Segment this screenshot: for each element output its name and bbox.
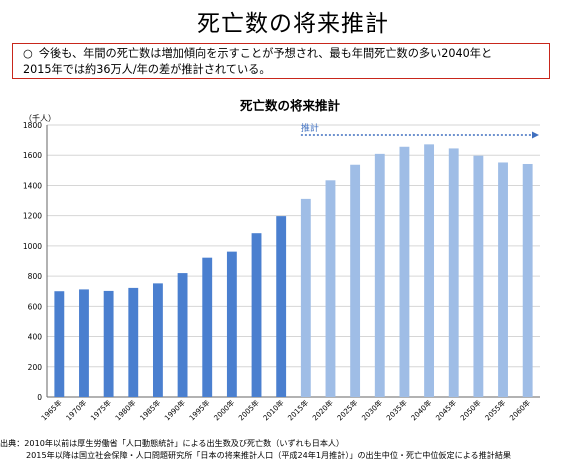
summary-box: ○ 今後も、年間の死亡数は増加傾向を示すことが予想され、最も年間死亡数の多い204… <box>12 43 550 79</box>
x-tick-label: 1985年 <box>138 398 162 422</box>
x-tick-label: 2035年 <box>384 398 408 422</box>
x-tick-label: 2020年 <box>311 398 335 422</box>
x-tick-label: 2055年 <box>483 398 507 422</box>
x-tick-label: 2060年 <box>508 398 532 422</box>
bar-projected <box>350 164 361 397</box>
x-tick-label: 1975年 <box>89 398 113 422</box>
x-tick-label: 2025年 <box>335 398 359 422</box>
bar-actual <box>128 287 139 397</box>
bar-actual <box>79 289 89 397</box>
bar-projected <box>473 155 484 397</box>
x-tick-label: 2040年 <box>409 398 433 422</box>
y-tick-label: 1800 <box>23 121 42 130</box>
bar-projected <box>498 162 508 397</box>
bar-actual <box>226 251 237 397</box>
x-tick-label: 2000年 <box>212 398 236 422</box>
bar-actual <box>276 216 287 397</box>
bar-actual <box>177 273 188 397</box>
x-tick-label: 2045年 <box>434 398 458 422</box>
bar-actual <box>202 257 213 397</box>
bar-actual <box>152 283 163 397</box>
y-tick-label: 400 <box>28 333 43 342</box>
y-tick-label: 600 <box>28 302 43 311</box>
death-projection-chart: 死亡数の将来推計 （千人） 0 200 400 600 800 1000 1200 1400 1… <box>23 98 540 422</box>
bar-projected <box>448 148 459 397</box>
x-tick-label: 1970年 <box>64 398 88 422</box>
bar-projected <box>522 163 533 397</box>
bar-actual <box>103 290 114 397</box>
chart-title: 死亡数の将来推計 <box>239 98 341 113</box>
page-title: 死亡数の将来推計 <box>197 11 389 37</box>
bar-projected <box>325 180 336 397</box>
bar-projected <box>374 153 385 397</box>
y-tick-label: 1200 <box>23 212 42 221</box>
bar-projected <box>300 198 311 397</box>
bar-projected <box>399 146 410 397</box>
y-tick-label: 0 <box>37 393 42 402</box>
source-note: 出典：2010年以前は厚生労働省「人口動態統計」による出生数及び死亡数（いずれも… <box>0 437 586 461</box>
y-tick-label: 1600 <box>23 151 42 160</box>
x-tick-label: 2005年 <box>237 398 261 422</box>
projection-arrow-head-icon <box>532 131 539 139</box>
source-line-2: 2015年以降は国立社会保障・人口問題研究所「日本の将来推計人口（平成24年1月… <box>26 450 512 460</box>
x-tick-label: 2030年 <box>360 398 384 422</box>
x-tick-label: 2015年 <box>286 398 310 422</box>
x-tick-label: 2050年 <box>458 398 482 422</box>
summary-text-1: 今後も、年間の死亡数は増加傾向を示すことが予想され、最も年間死亡数の多い2040… <box>38 47 493 60</box>
y-tick-label: 800 <box>28 272 43 281</box>
y-tick-label: 1400 <box>23 181 42 190</box>
summary-line-2: 2015年では約36万人/年の差が推計されている。 <box>23 63 271 76</box>
bar-projected <box>424 144 435 397</box>
bar-actual <box>54 291 65 397</box>
projection-label: 推計 <box>301 122 319 134</box>
y-tick-label: 1000 <box>23 242 42 251</box>
y-axis-unit-label: （千人） <box>24 113 56 123</box>
x-tick-label: 1995年 <box>187 398 211 422</box>
x-tick-label: 1990年 <box>163 398 187 422</box>
summary-line-1: ○ 今後も、年間の死亡数は増加傾向を示すことが予想され、最も年間死亡数の多い204… <box>23 46 539 62</box>
summary-bullet: ○ <box>23 47 33 60</box>
x-tick-label: 2010年 <box>261 398 285 422</box>
bar-actual <box>251 233 262 397</box>
x-tick-label: 1980年 <box>113 398 137 422</box>
x-tick-label: 1965年 <box>39 398 63 422</box>
source-line-1: 出典：2010年以前は厚生労働省「人口動態統計」による出生数及び死亡数（いずれも… <box>0 438 345 448</box>
y-tick-label: 200 <box>28 363 43 372</box>
